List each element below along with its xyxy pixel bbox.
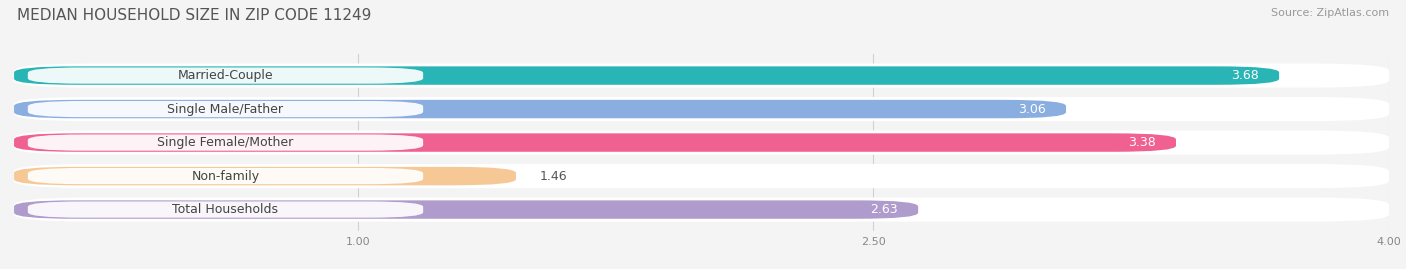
FancyBboxPatch shape — [28, 101, 423, 117]
Text: 2.63: 2.63 — [870, 203, 897, 216]
Text: Single Female/Mother: Single Female/Mother — [157, 136, 294, 149]
FancyBboxPatch shape — [14, 100, 1066, 118]
Text: Total Households: Total Households — [173, 203, 278, 216]
Text: Single Male/Father: Single Male/Father — [167, 102, 284, 116]
FancyBboxPatch shape — [14, 97, 1389, 121]
FancyBboxPatch shape — [28, 134, 423, 151]
FancyBboxPatch shape — [14, 200, 918, 219]
FancyBboxPatch shape — [14, 164, 1389, 188]
FancyBboxPatch shape — [14, 197, 1389, 222]
FancyBboxPatch shape — [14, 167, 516, 185]
Text: 3.38: 3.38 — [1128, 136, 1156, 149]
Text: 3.68: 3.68 — [1230, 69, 1258, 82]
Text: 3.06: 3.06 — [1018, 102, 1045, 116]
Text: Non-family: Non-family — [191, 169, 260, 183]
Text: 1.46: 1.46 — [540, 169, 568, 183]
FancyBboxPatch shape — [14, 133, 1175, 152]
FancyBboxPatch shape — [14, 63, 1389, 88]
FancyBboxPatch shape — [28, 201, 423, 218]
Text: MEDIAN HOUSEHOLD SIZE IN ZIP CODE 11249: MEDIAN HOUSEHOLD SIZE IN ZIP CODE 11249 — [17, 8, 371, 23]
FancyBboxPatch shape — [14, 130, 1389, 155]
FancyBboxPatch shape — [28, 168, 423, 184]
FancyBboxPatch shape — [28, 68, 423, 84]
Text: Married-Couple: Married-Couple — [177, 69, 273, 82]
Text: Source: ZipAtlas.com: Source: ZipAtlas.com — [1271, 8, 1389, 18]
FancyBboxPatch shape — [14, 66, 1279, 85]
